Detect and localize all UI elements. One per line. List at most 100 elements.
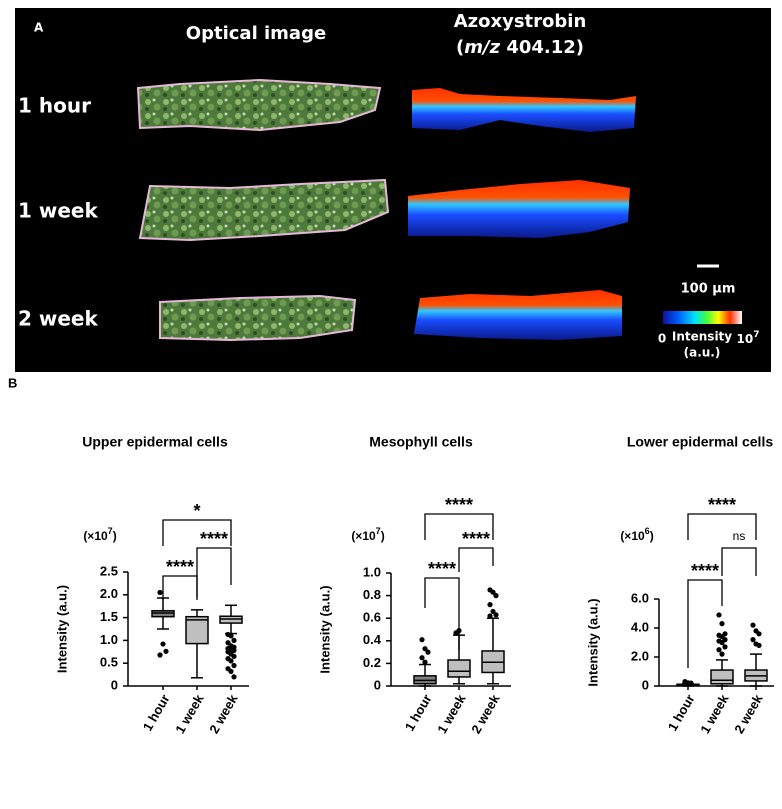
outlier: [422, 659, 428, 665]
y-axis-label: Intensity (a.u.): [54, 585, 69, 673]
panel-label: B: [8, 375, 17, 390]
multiplier-prefix: (×10: [351, 529, 376, 543]
ms-image: [414, 290, 622, 340]
x-tick-label: 1 hour: [402, 692, 435, 734]
significance-label: ****: [428, 559, 456, 579]
outlier: [419, 655, 425, 661]
y-tick-label: 1.5: [100, 609, 118, 624]
significance-label: ****: [166, 557, 194, 577]
significance-bracket: [162, 575, 198, 600]
scale-bar-label: 100 µm: [681, 282, 736, 297]
axis-multiplier: (×107): [83, 526, 116, 543]
y-tick-label: 2.0: [100, 586, 118, 601]
ms-image: [408, 180, 630, 238]
outlier: [231, 674, 237, 680]
colorbar-unit: (a.u.): [684, 346, 721, 360]
y-tick-label: 1.0: [100, 632, 118, 647]
colorbar: [663, 311, 742, 324]
y-tick-label: 0.5: [100, 655, 118, 670]
outlier: [231, 662, 237, 669]
y-tick-label: 0: [642, 677, 649, 692]
multiplier-exponent: 6: [645, 526, 650, 536]
x-tick-label: 2 week: [468, 691, 503, 736]
colorbar-max: 107: [737, 330, 760, 346]
significance-label: *: [193, 501, 200, 521]
significance-label: ****: [445, 495, 473, 515]
y-tick-label: 4.0: [631, 619, 649, 634]
outlier: [716, 612, 722, 618]
significance-bracket: [721, 547, 757, 576]
y-tick-label: 0: [374, 677, 381, 692]
y-tick-label: 0.6: [363, 610, 381, 625]
outlier: [493, 612, 499, 618]
colorbar-min: 0: [658, 332, 666, 346]
outlier: [422, 646, 428, 652]
y-tick-label: 2.5: [100, 563, 118, 578]
outlier: [719, 651, 725, 657]
significance-bracket: [424, 513, 494, 540]
outlier: [750, 637, 756, 643]
y-tick-label: 0.4: [363, 632, 382, 647]
axis-multiplier: (×107): [351, 526, 384, 543]
significance-bracket: [162, 519, 232, 546]
outlier: [231, 653, 237, 659]
multiplier-suffix: ): [650, 529, 654, 543]
multiplier-prefix: (×10: [620, 529, 645, 543]
x-tick-label: 1 hour: [665, 692, 698, 734]
column-title: Optical image: [186, 23, 326, 44]
outlier: [163, 648, 169, 654]
chart-title: Lower epidermal cells: [627, 434, 773, 450]
outlier: [756, 642, 762, 649]
outlier: [231, 637, 237, 644]
row-label: 1 week: [18, 199, 98, 223]
significance-label: ns: [733, 529, 746, 543]
outlier: [228, 668, 234, 675]
significance-bracket: [196, 547, 232, 597]
significance-bracket: [687, 579, 723, 668]
multiplier-exponent: 7: [376, 526, 381, 536]
significance-bracket: [687, 513, 757, 540]
axis-multiplier: (×106): [620, 526, 653, 543]
x-tick-label: 1 week: [434, 691, 469, 736]
outlier: [487, 613, 493, 619]
significance-label: ****: [462, 529, 490, 549]
outlier: [682, 680, 688, 686]
y-tick-label: 0.8: [363, 587, 381, 602]
optical-image: [159, 294, 357, 342]
outlier: [750, 622, 756, 628]
significance-label: ****: [200, 529, 228, 549]
outlier: [228, 633, 234, 639]
x-tick-label: 1 week: [172, 691, 207, 736]
row-label: 1 hour: [18, 94, 91, 118]
x-tick-label: 2 week: [206, 691, 241, 736]
multiplier-suffix: ): [381, 529, 385, 543]
box: [710, 669, 734, 685]
outlier: [228, 658, 234, 664]
column-subtitle: (m/z 404.12): [456, 37, 584, 58]
outlier: [425, 649, 431, 655]
panel-a-background: [15, 8, 771, 372]
chart-title: Mesophyll cells: [369, 434, 473, 450]
outlier: [157, 589, 163, 596]
outlier: [719, 621, 725, 627]
significance-label: ****: [691, 561, 719, 581]
multiplier-exponent: 7: [108, 526, 113, 536]
column-title: Azoxystrobin: [454, 11, 587, 32]
box: [185, 615, 209, 645]
significance-bracket: [458, 547, 494, 572]
chart-title: Upper epidermal cells: [82, 434, 228, 450]
row-label: 2 week: [18, 307, 98, 331]
y-tick-label: 2.0: [631, 648, 649, 663]
outlier: [722, 644, 728, 650]
outlier: [493, 593, 499, 599]
outlier: [756, 631, 762, 637]
multiplier-prefix: (×10: [83, 529, 108, 543]
colorbar-title: Intensity: [672, 330, 732, 344]
multiplier-suffix: ): [113, 529, 117, 543]
outlier: [231, 647, 237, 654]
outlier: [716, 647, 722, 653]
optical-image: [138, 178, 390, 242]
significance-label: ****: [708, 495, 736, 515]
y-tick-label: 0.2: [363, 655, 381, 670]
